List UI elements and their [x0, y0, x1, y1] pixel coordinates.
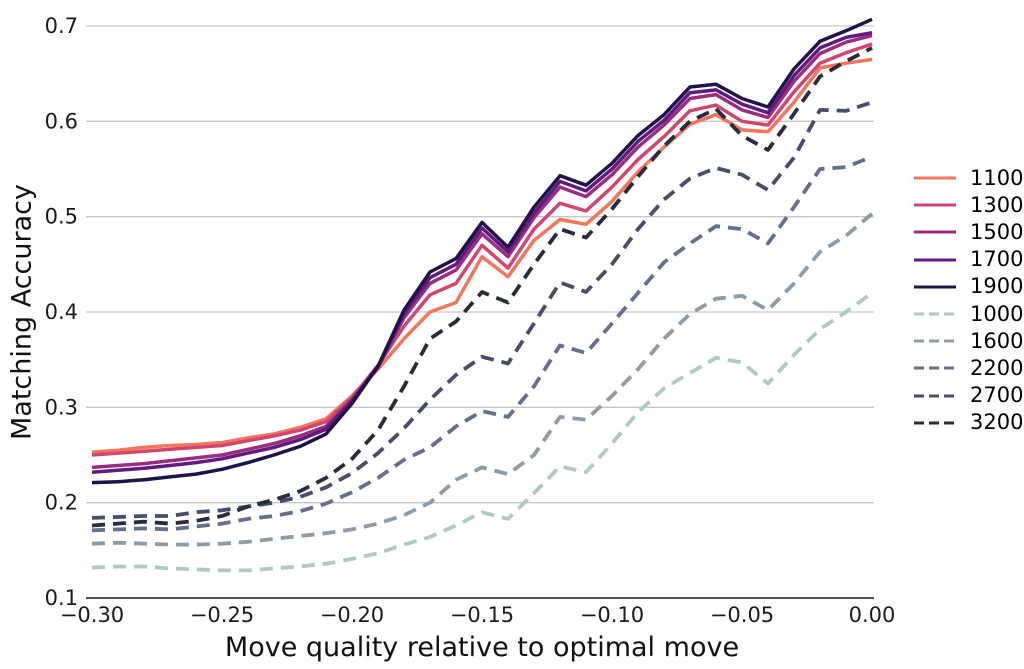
legend-swatch-2200 [914, 366, 956, 370]
x-tick-label: −0.25 [190, 603, 254, 627]
legend-label-1000: 1000 [970, 301, 1024, 326]
legend-entry-1500: 1500 [913, 219, 1023, 245]
legend-entry-1300: 1300 [913, 192, 1023, 218]
series-line-1700 [91, 30, 873, 474]
legend-label-1900: 1900 [970, 274, 1024, 299]
series-line-1500 [91, 33, 873, 470]
legend-label-2200: 2200 [970, 355, 1024, 380]
legend-swatch-3200 [914, 421, 956, 425]
series-line-2200 [91, 154, 873, 533]
legend-swatch-1900 [914, 285, 956, 289]
legend-label-1500: 1500 [970, 219, 1024, 244]
legend-entry-3200: 3200 [913, 410, 1023, 436]
legend-label-3200: 3200 [970, 410, 1024, 435]
y-tick-label: 0.4 [45, 300, 78, 324]
legend-swatch-1300 [914, 203, 956, 207]
y-tick-label: 0.7 [45, 14, 78, 38]
x-tick-label: 0.00 [849, 603, 896, 627]
y-tick-label: 0.3 [45, 395, 78, 419]
y-tick-label: 0.1 [45, 586, 78, 610]
legend-entry-1100: 1100 [913, 165, 1023, 191]
legend-entry-1900: 1900 [913, 274, 1023, 300]
legend-label-1300: 1300 [970, 192, 1024, 217]
legend-swatch-1700 [914, 258, 956, 262]
series-line-1100 [91, 57, 873, 454]
legend-swatch-1000 [914, 312, 956, 316]
legend-label-1600: 1600 [970, 328, 1024, 353]
series-line-1900 [91, 17, 873, 485]
series-line-3200 [91, 46, 873, 528]
legend-entry-1000: 1000 [913, 301, 1023, 327]
x-tick-label: −0.15 [450, 603, 514, 627]
y-tick-label: 0.6 [45, 109, 78, 133]
legend-entry-1700: 1700 [913, 247, 1023, 273]
legend-entry-1600: 1600 [913, 328, 1023, 354]
x-axis-title: Move quality relative to optimal move [224, 632, 740, 663]
series-line-1600 [91, 212, 874, 547]
y-axis-title: Matching Accuracy [6, 184, 38, 440]
series-line-2700 [91, 100, 873, 520]
legend-entry-2700: 2700 [913, 383, 1023, 409]
x-tick-label: −0.20 [320, 603, 384, 627]
legend-swatch-2700 [914, 394, 956, 398]
series-line-1300 [91, 42, 873, 457]
y-tick-label: 0.2 [45, 491, 78, 515]
legend-label-1100: 1100 [970, 165, 1024, 190]
legend-label-2700: 2700 [970, 383, 1024, 408]
series-line-1000 [91, 291, 874, 573]
legend-swatch-1100 [914, 176, 956, 180]
y-tick-label: 0.5 [45, 205, 78, 229]
legend: 1100 1300 1500 1700 1900 1000 1600 2200 2700 3200 [913, 0, 1024, 669]
legend-swatch-1600 [914, 339, 956, 343]
legend-entry-2200: 2200 [913, 355, 1023, 381]
legend-swatch-1500 [914, 230, 956, 234]
x-tick-label: −0.10 [580, 603, 644, 627]
x-tick-label: −0.30 [60, 603, 124, 627]
x-tick-label: −0.05 [710, 603, 774, 627]
legend-label-1700: 1700 [970, 247, 1024, 272]
